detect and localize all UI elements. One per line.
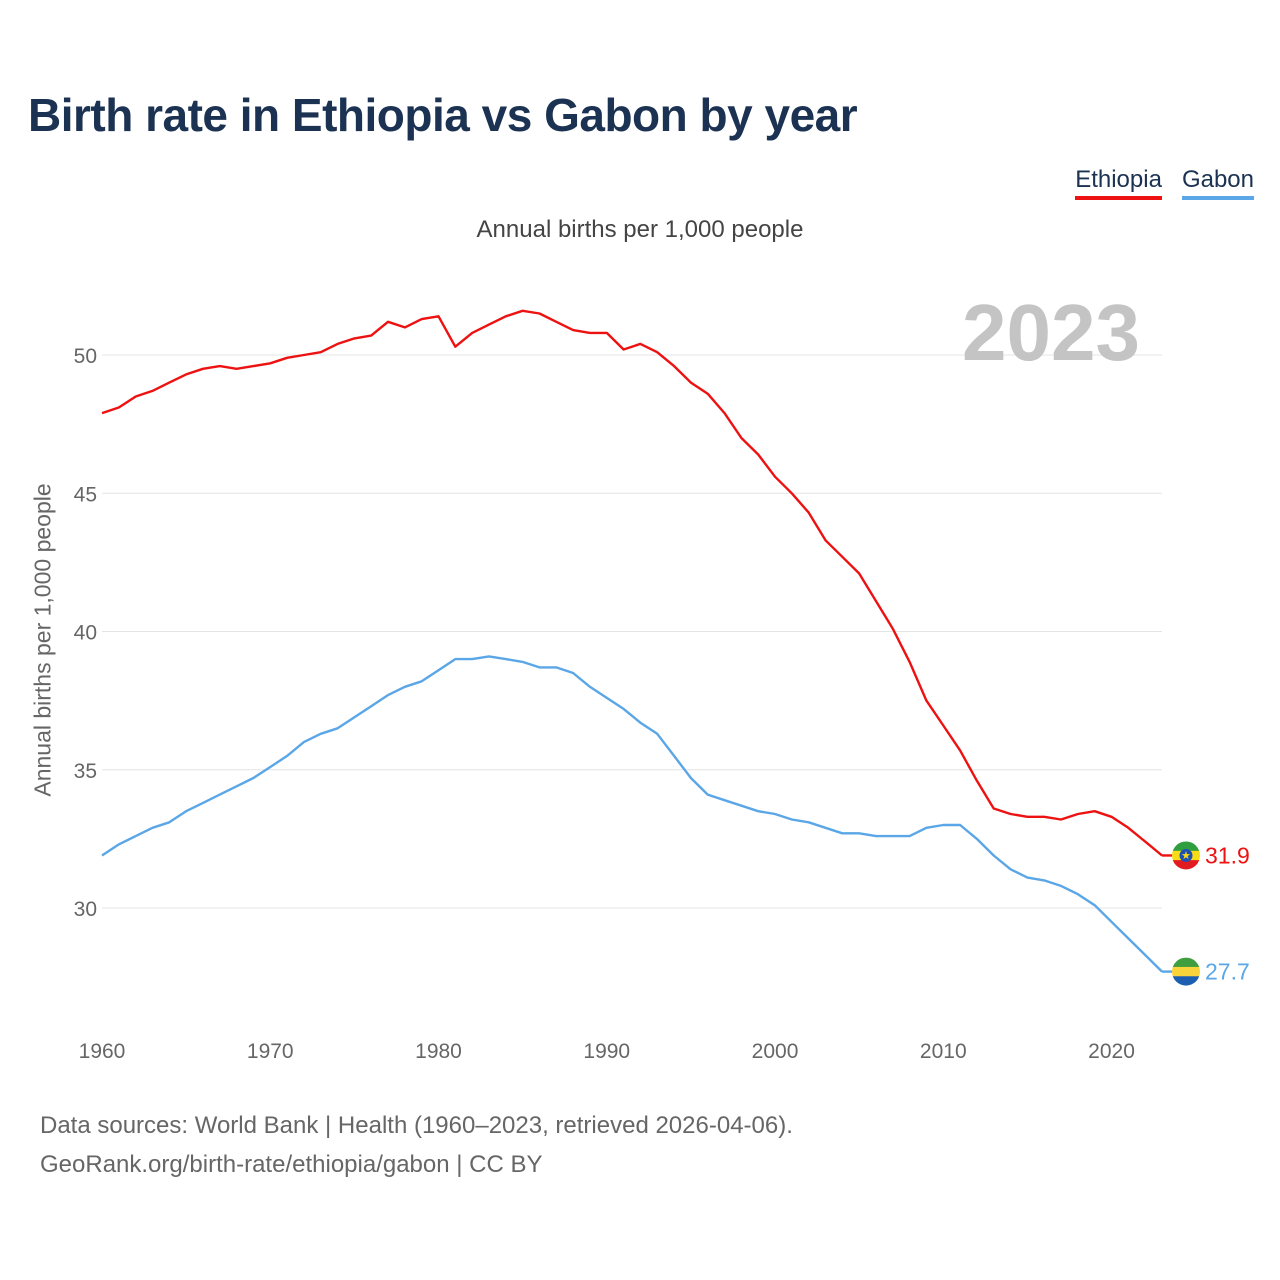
legend-item-gabon[interactable]: Gabon xyxy=(1181,166,1254,200)
x-tick-2020: 2020 xyxy=(1088,1040,1135,1063)
x-tick-1970: 1970 xyxy=(247,1040,294,1063)
y-tick-30: 30 xyxy=(74,898,97,921)
y-tick-labels: 30 35 40 45 50 xyxy=(74,345,97,921)
y-tick-40: 40 xyxy=(74,622,97,645)
end-value-label-ethiopia: 31.9 xyxy=(1205,842,1250,868)
x-tick-1990: 1990 xyxy=(583,1040,630,1063)
legend-item-ethiopia[interactable]: Ethiopia xyxy=(1075,166,1162,200)
flag-gabon-icon xyxy=(1172,957,1200,986)
end-value-label-gabon: 27.7 xyxy=(1205,959,1250,985)
x-tick-1980: 1980 xyxy=(415,1040,462,1063)
end-markers: 31.9 27.7 xyxy=(1162,841,1250,986)
current-year-watermark: 2023 xyxy=(962,288,1140,377)
x-tick-labels: 1960 1970 1980 1990 2000 2010 2020 xyxy=(79,1040,1135,1063)
flag-ethiopia-icon xyxy=(1172,841,1200,870)
chart-subtitle: Annual births per 1,000 people xyxy=(476,216,804,243)
source-line-1: Data sources: World Bank | Health (1960–… xyxy=(40,1112,793,1139)
y-tick-35: 35 xyxy=(74,760,97,783)
x-tick-2000: 2000 xyxy=(752,1040,799,1063)
source-note: Data sources: World Bank | Health (1960–… xyxy=(40,1106,793,1184)
chart-title: Birth rate in Ethiopia vs Gabon by year xyxy=(28,89,858,141)
legend: Ethiopia Gabon xyxy=(1075,166,1254,200)
grid-lines xyxy=(102,354,1162,909)
series-line-ethiopia[interactable] xyxy=(101,309,1163,857)
series-line-gabon[interactable] xyxy=(101,655,1163,973)
series-lines xyxy=(101,309,1163,973)
x-tick-1960: 1960 xyxy=(79,1040,126,1063)
y-tick-50: 50 xyxy=(74,345,97,368)
source-line-2[interactable]: GeoRank.org/birth-rate/ethiopia/gabon | … xyxy=(40,1151,543,1178)
x-tick-2010: 2010 xyxy=(920,1040,967,1063)
y-tick-45: 45 xyxy=(74,483,97,506)
